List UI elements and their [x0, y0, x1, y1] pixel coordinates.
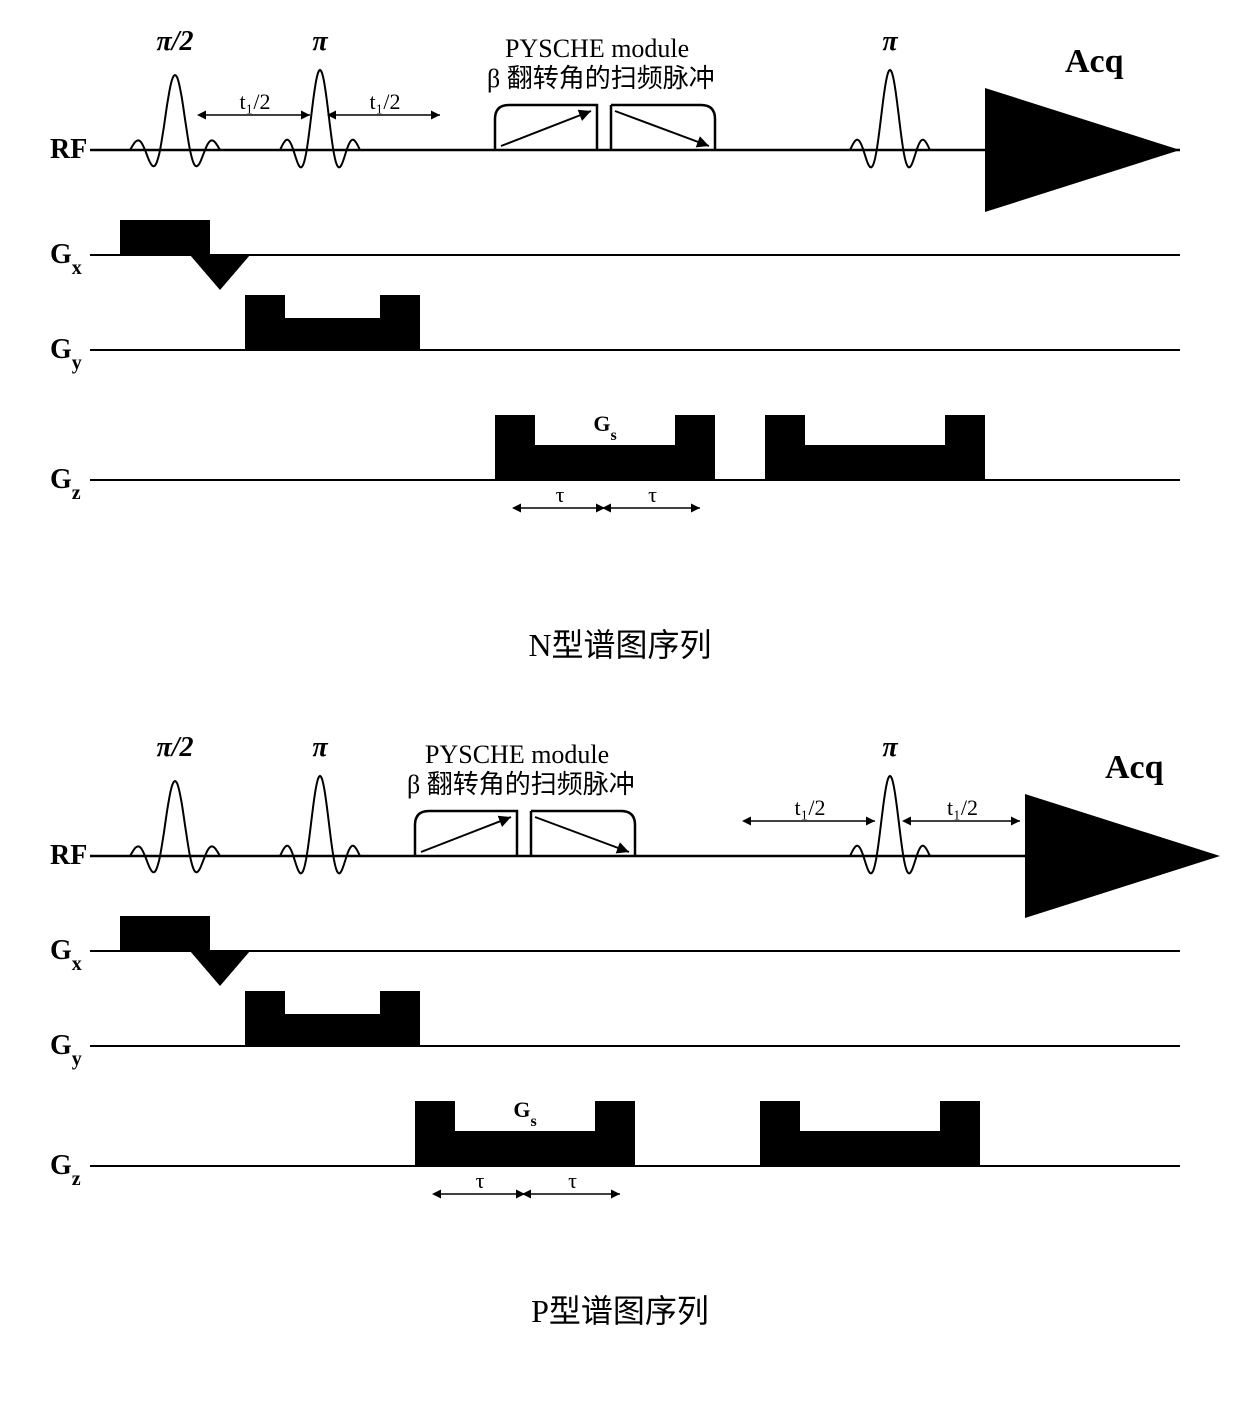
svg-text:τ: τ [568, 1168, 577, 1193]
svg-text:RF: RF [50, 840, 87, 871]
svg-text:π: π [312, 26, 328, 57]
svg-text:Gs: Gs [513, 1097, 536, 1130]
svg-text:τ: τ [648, 482, 657, 507]
svg-text:RF: RF [50, 134, 87, 165]
svg-text:PYSCHE module: PYSCHE module [425, 740, 609, 769]
svg-text:Gs: Gs [593, 411, 616, 444]
svg-text:Gz: Gz [50, 1150, 81, 1190]
svg-text:PYSCHE module: PYSCHE module [505, 34, 689, 63]
svg-text:π: π [882, 732, 898, 763]
svg-text:Acq: Acq [1105, 749, 1164, 786]
n-type-diagram: RF π/2 π π t₁/2 t₁/2 PYSCHE moduleβ 翻转角的扫频脉冲 Ac… [20, 20, 1220, 666]
p-type-title: P型谱图序列 [20, 1286, 1220, 1332]
svg-text:β 翻转角的扫频脉冲: β 翻转角的扫频脉冲 [487, 64, 715, 93]
svg-text:τ: τ [556, 482, 565, 507]
svg-text:t₁/2: t₁/2 [370, 89, 401, 114]
svg-text:π/2: π/2 [156, 26, 193, 57]
svg-text:t₁/2: t₁/2 [795, 795, 826, 820]
p-type-svg: RF π/2 π π t₁/2 t₁/2 PYSCHE moduleβ 翻转角的扫频脉冲 Ac… [20, 726, 1220, 1266]
svg-text:β 翻转角的扫频脉冲: β 翻转角的扫频脉冲 [407, 770, 635, 799]
svg-text:t₁/2: t₁/2 [947, 795, 978, 820]
n-type-title: N型谱图序列 [20, 620, 1220, 666]
n-type-svg: RF π/2 π π t₁/2 t₁/2 PYSCHE moduleβ 翻转角的扫频脉冲 Ac… [20, 20, 1220, 600]
svg-text:Gz: Gz [50, 464, 81, 504]
svg-text:Gx: Gx [50, 239, 82, 279]
svg-text:Gy: Gy [50, 1030, 82, 1070]
svg-text:Acq: Acq [1065, 43, 1124, 80]
p-type-diagram: RF π/2 π π t₁/2 t₁/2 PYSCHE moduleβ 翻转角的扫频脉冲 Ac… [20, 726, 1220, 1332]
svg-text:π/2: π/2 [156, 732, 193, 763]
svg-text:Gy: Gy [50, 334, 82, 374]
svg-text:τ: τ [476, 1168, 485, 1193]
svg-text:t₁/2: t₁/2 [240, 89, 271, 114]
svg-text:π: π [882, 26, 898, 57]
svg-text:Gx: Gx [50, 935, 82, 975]
svg-text:π: π [312, 732, 328, 763]
